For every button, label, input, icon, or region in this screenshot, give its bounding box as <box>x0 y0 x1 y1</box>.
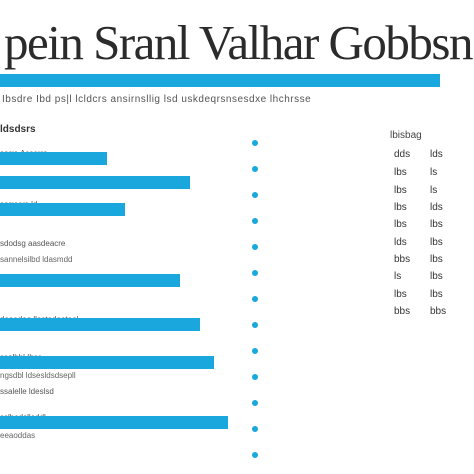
value-left: lbs <box>394 167 407 178</box>
value-right: lbs <box>430 271 443 282</box>
value-right: ls <box>430 167 438 178</box>
value-right: lbs <box>430 289 443 300</box>
divider-dot <box>252 452 258 458</box>
row-bar <box>0 356 214 369</box>
value-left: lds <box>394 237 407 248</box>
divider-dot <box>252 400 258 406</box>
divider-dot <box>252 322 258 328</box>
value-right: lds <box>430 202 443 213</box>
value-left: lbs <box>394 219 407 230</box>
value-right: lbs <box>430 254 443 265</box>
value-right: lbs <box>430 219 443 230</box>
row-bar <box>0 318 200 331</box>
row-label: ssalelle ldeslsd <box>0 387 54 396</box>
section-label: ldsdsrs <box>0 124 36 135</box>
divider-dot <box>252 192 258 198</box>
row-note: sannelsilbd ldasmdd <box>0 255 73 264</box>
value-left: lbs <box>394 202 407 213</box>
page-title: pein Sranl Valhar Gobbsns <box>4 15 474 70</box>
value-left: ls <box>394 271 402 282</box>
row-bar <box>0 176 190 189</box>
divider-dot <box>252 218 258 224</box>
row-bar <box>0 152 107 165</box>
header-bar <box>0 74 440 87</box>
row-label: sdodsg aasdeacre <box>0 239 66 248</box>
value-left: lbs <box>394 185 407 196</box>
dotted-divider <box>252 140 260 474</box>
divider-dot <box>252 166 258 172</box>
values-header: lbisbag <box>390 130 422 141</box>
divider-dot <box>252 374 258 380</box>
value-left: bbs <box>394 306 411 317</box>
divider-dot <box>252 296 258 302</box>
subtitle: Ibsdre Ibd ps|l lcldcrs ansirnsllig lsd … <box>2 94 312 105</box>
value-left: lbs <box>394 289 407 300</box>
divider-dot <box>252 140 258 146</box>
divider-dot <box>252 270 258 276</box>
value-right: lbs <box>430 237 443 248</box>
row-bar <box>0 274 180 287</box>
value-left: dds <box>394 149 411 160</box>
row-note: eeaoddas <box>0 431 36 440</box>
divider-dot <box>252 426 258 432</box>
row-bar <box>0 416 228 429</box>
row-bar <box>0 203 125 216</box>
row-note: ngsdbl ldsesldsdsepll <box>0 371 76 380</box>
divider-dot <box>252 244 258 250</box>
value-right: ls <box>430 185 438 196</box>
divider-dot <box>252 348 258 354</box>
value-right: lds <box>430 149 443 160</box>
value-right: bbs <box>430 306 447 317</box>
value-left: bbs <box>394 254 411 265</box>
